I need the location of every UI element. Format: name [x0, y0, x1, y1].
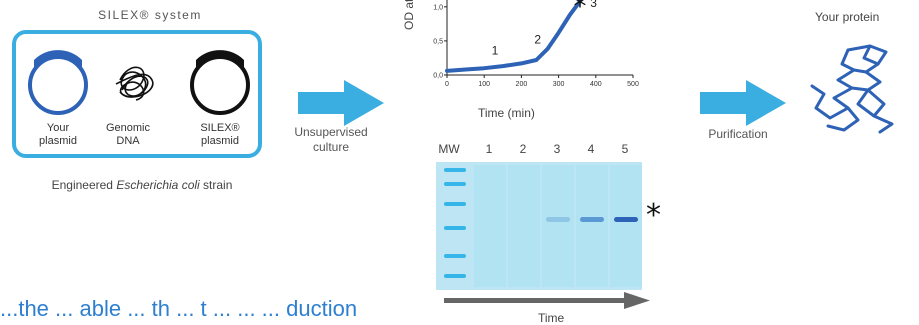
time-label: Time: [538, 311, 565, 325]
lane-label-mw: MW: [438, 142, 460, 156]
ladder-band: [444, 182, 466, 186]
genomic-dna-icon: [115, 66, 154, 101]
plasmid-graphics: [28, 50, 250, 115]
gel-star-icon: *: [646, 198, 661, 233]
gel-lane-5: [610, 165, 642, 287]
ladder-band: [444, 274, 466, 278]
chart-xlabel: Time (min): [478, 106, 535, 120]
your-plasmid-label: Your plasmid: [39, 122, 77, 147]
growth-curve: [445, 0, 583, 73]
ladder-band: [444, 202, 466, 206]
silex-system-title: SILEX® system: [98, 8, 202, 22]
strain-caption: Engineered Escherichia coli strain: [51, 178, 233, 192]
genomic-dna-label: Genomic DNA: [105, 122, 151, 147]
gel-image: [436, 162, 642, 290]
x-tick-label: 500: [627, 81, 639, 88]
bottom-caption: ...the ... able ... th ... t ... ... ...…: [0, 296, 358, 321]
lane-label-2: 2: [519, 142, 527, 156]
gel-lane-3: [542, 165, 574, 287]
purification-arrow-icon: [700, 80, 786, 126]
lane-label-1: 1: [485, 142, 493, 156]
lane-label-3: 3: [553, 142, 561, 156]
y-tick-label: 0,5: [433, 38, 443, 45]
silex-plasmid-label: SILEX® plasmid: [200, 122, 240, 147]
time-arrow-icon: [444, 292, 650, 309]
purification-label: Purification: [708, 127, 768, 141]
silex-plasmid-icon: [190, 50, 250, 115]
chart-ylabel: OD at 60: [402, 0, 416, 30]
ladder-band: [444, 168, 466, 172]
growth-chart: 0 100 200 300 400 500 0,0 0,5 1,0 1 2 3 *: [433, 0, 639, 88]
y-tick-label: 1,0: [433, 4, 443, 11]
protein-label: Your protein: [815, 10, 880, 24]
your-plasmid-icon: [28, 50, 88, 115]
culture-arrow-icon: [298, 80, 384, 126]
x-tick-label: 300: [553, 81, 565, 88]
ladder-band: [444, 254, 466, 258]
protein-band: [580, 217, 604, 222]
y-tick-label: 0,0: [433, 73, 443, 80]
protein-structure-icon: [810, 44, 894, 134]
chart-star-icon: *: [573, 0, 586, 22]
protein-band: [546, 217, 570, 222]
x-tick-label: 200: [516, 81, 528, 88]
gel-lane-2: [508, 165, 540, 287]
lane-label-5: 5: [621, 142, 629, 156]
protein-band: [614, 217, 638, 222]
ladder-band: [444, 226, 466, 230]
culture-label: Unsupervised culture: [294, 125, 368, 154]
lane-label-4: 4: [587, 142, 595, 156]
gel-lane-1: [474, 165, 506, 287]
x-tick-label: 0: [445, 81, 449, 88]
gel-lane-4: [576, 165, 608, 287]
phase-label: 1: [492, 44, 499, 58]
phase-label: 2: [534, 33, 541, 47]
phase-label: 3: [590, 0, 597, 10]
x-tick-label: 100: [478, 81, 490, 88]
gel-lane-labels: MW 1 2 3 4 5: [436, 142, 646, 160]
x-tick-label: 400: [590, 81, 602, 88]
